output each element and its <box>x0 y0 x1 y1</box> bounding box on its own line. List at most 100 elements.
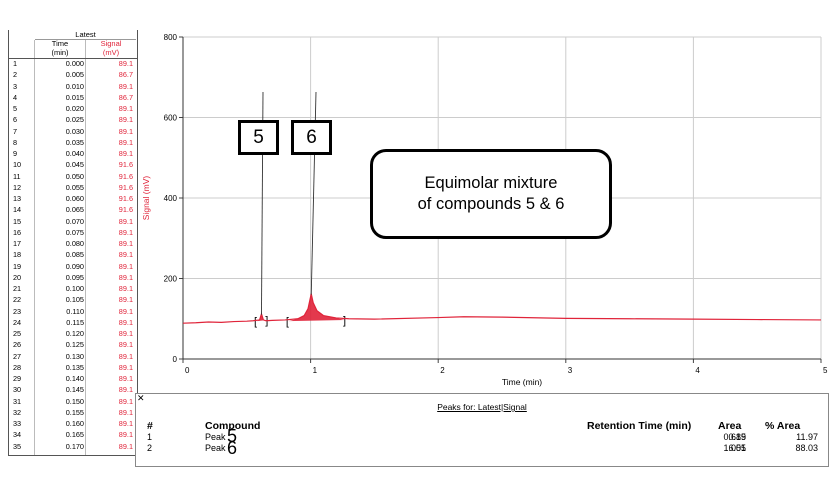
column-header-signal-label: Signal <box>100 39 122 48</box>
row-index: 26 <box>13 340 22 350</box>
x-tick-label: 4 <box>695 366 700 375</box>
table-row[interactable]: 13 0.060 91.6 <box>9 194 137 204</box>
y-tick-label: 200 <box>164 275 178 284</box>
table-row[interactable]: 21 0.100 89.1 <box>9 284 137 294</box>
cell-signal: 89.1 <box>118 284 133 293</box>
table-row[interactable]: 18 0.085 89.1 <box>9 250 137 260</box>
cell-signal: 89.1 <box>118 227 133 237</box>
column-header-time[interactable]: Time (min) <box>35 39 86 58</box>
peak-row-2-area: 6.51 <box>728 443 746 453</box>
row-index: 20 <box>13 272 22 282</box>
table-row[interactable]: 34 0.165 89.1 <box>9 430 137 440</box>
annotation-note: Equimolar mixture of compounds 5 & 6 <box>370 149 612 239</box>
table-row[interactable]: 14 0.065 91.6 <box>9 205 137 215</box>
table-row[interactable]: 24 0.115 89.1 <box>9 318 137 328</box>
annotation-note-line1: Equimolar mixture <box>424 174 558 192</box>
table-row[interactable]: 17 0.080 89.1 <box>9 239 137 249</box>
cell-signal: 89.1 <box>118 272 133 282</box>
table-row[interactable]: 15 0.070 89.1 <box>9 216 137 227</box>
table-row[interactable]: 20 0.095 89.1 <box>9 272 137 283</box>
table-row[interactable]: 10 0.045 91.6 <box>9 160 137 170</box>
cell-signal: 89.1 <box>118 340 133 350</box>
table-row[interactable]: 27 0.130 89.1 <box>9 352 137 362</box>
x-tick-label: 5 <box>823 366 828 375</box>
divider <box>34 40 35 455</box>
table-row[interactable]: 26 0.125 89.1 <box>9 340 137 350</box>
cell-time: 0.070 <box>65 216 84 226</box>
column-header-signal[interactable]: Signal (mV) <box>86 39 136 58</box>
table-row[interactable]: 11 0.050 91.6 <box>9 171 137 182</box>
annotation-note-line2: of compounds 5 & 6 <box>417 195 565 213</box>
cell-time: 0.105 <box>65 295 84 305</box>
close-icon[interactable]: ✕ <box>137 393 145 403</box>
row-index: 18 <box>13 250 22 260</box>
row-index: 35 <box>13 441 22 451</box>
table-row[interactable]: 1 0.000 89.1 <box>9 59 137 69</box>
table-row[interactable]: 35 0.170 89.1 <box>9 441 137 452</box>
cell-signal: 89.1 <box>118 419 133 428</box>
cell-time: 0.120 <box>65 329 84 338</box>
row-index: 31 <box>13 396 22 406</box>
column-header-signal-unit: (mV) <box>102 47 120 57</box>
cell-time: 0.065 <box>65 205 84 215</box>
table-row[interactable]: 16 0.075 89.1 <box>9 227 137 238</box>
cell-time: 0.145 <box>65 385 84 395</box>
peak-row-2-compound: Peak <box>205 443 226 453</box>
x-tick-label: 0 <box>185 366 190 375</box>
cell-time: 0.170 <box>65 441 84 451</box>
peaks-col-area: Area <box>718 420 742 432</box>
table-row[interactable]: 30 0.145 89.1 <box>9 385 137 395</box>
table-row[interactable]: 33 0.160 89.1 <box>9 419 137 429</box>
compound-6-label: 6 <box>291 120 332 155</box>
cell-time: 0.075 <box>65 227 84 237</box>
row-index: 30 <box>13 385 22 395</box>
y-tick-label: 800 <box>164 33 178 42</box>
cell-signal: 89.1 <box>118 261 133 271</box>
table-row[interactable]: 6 0.025 89.1 <box>9 115 137 125</box>
table-row[interactable]: 22 0.105 89.1 <box>9 295 137 305</box>
row-index: 32 <box>13 407 22 417</box>
table-row[interactable]: 12 0.055 91.6 <box>9 182 137 193</box>
table-row[interactable]: 23 0.110 89.1 <box>9 307 137 317</box>
cell-time: 0.155 <box>65 407 84 417</box>
peak-start-marker: [ <box>286 316 289 328</box>
table-row[interactable]: 7 0.030 89.1 <box>9 127 137 137</box>
row-index: 34 <box>13 430 22 440</box>
table-row[interactable]: 4 0.015 86.7 <box>9 92 137 103</box>
table-row[interactable]: 3 0.010 89.1 <box>9 82 137 92</box>
table-row[interactable]: 31 0.150 89.1 <box>9 396 137 407</box>
peak-overlay-5: 5 <box>227 426 238 446</box>
cell-time: 0.085 <box>65 250 84 260</box>
y-tick-label: 0 <box>173 355 178 364</box>
cell-time: 0.050 <box>65 171 84 181</box>
row-index: 29 <box>13 374 22 383</box>
table-row[interactable]: 25 0.120 89.1 <box>9 329 137 339</box>
column-header-time-label: Time <box>51 39 69 48</box>
cell-signal: 89.1 <box>118 149 133 158</box>
table-row[interactable]: 19 0.090 89.1 <box>9 261 137 272</box>
x-tick-label: 3 <box>568 366 573 375</box>
table-row[interactable]: 9 0.040 89.1 <box>9 149 137 159</box>
peaks-title[interactable]: Peaks for: Latest|Signal <box>437 402 527 412</box>
table-row[interactable]: 28 0.135 89.1 <box>9 363 137 373</box>
cell-time: 0.150 <box>65 396 84 406</box>
cell-time: 0.125 <box>65 340 84 350</box>
cell-signal: 89.1 <box>118 374 133 383</box>
table-row[interactable]: 8 0.035 89.1 <box>9 138 137 148</box>
y-axis-label: Signal (mV) <box>141 176 151 221</box>
peaks-col-pct-area: % Area <box>765 420 801 432</box>
cell-time: 0.080 <box>65 239 84 248</box>
cell-signal: 89.1 <box>118 104 133 113</box>
cell-signal: 89.1 <box>118 385 133 395</box>
peak-row-1-rt: 0.615 <box>723 432 746 442</box>
table-row[interactable]: 32 0.155 89.1 <box>9 407 137 418</box>
cell-signal: 89.1 <box>118 329 133 338</box>
table-row[interactable]: 2 0.005 86.7 <box>9 70 137 80</box>
table-row[interactable]: 5 0.020 89.1 <box>9 104 137 114</box>
cell-time: 0.055 <box>65 182 84 192</box>
row-index: 4 <box>13 92 18 102</box>
cell-time: 0.100 <box>65 284 84 293</box>
peak-row-2-rt: 1.005 <box>723 443 746 453</box>
divider <box>9 58 137 59</box>
table-row[interactable]: 29 0.140 89.1 <box>9 374 137 384</box>
